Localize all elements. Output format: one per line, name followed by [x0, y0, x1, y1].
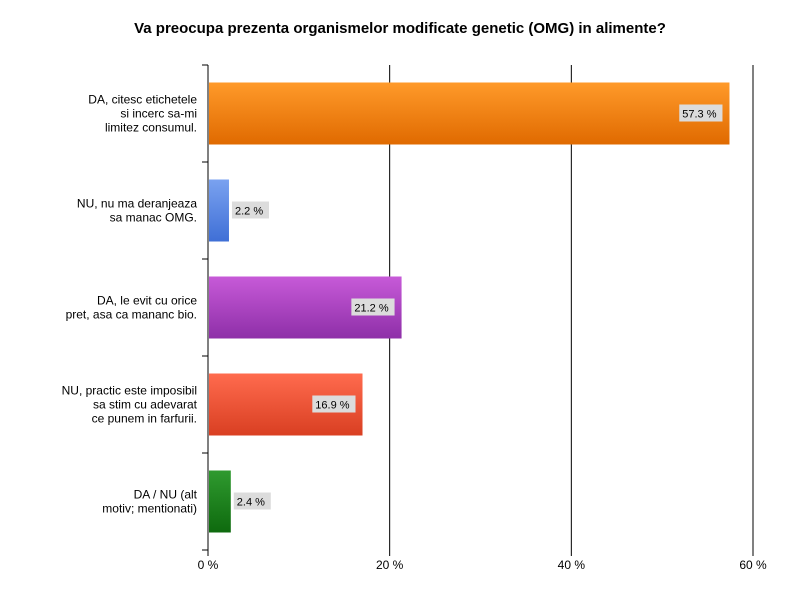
category-label: NU, practic este imposibil — [62, 384, 197, 398]
category-label: DA, le evit cu orice — [97, 294, 197, 308]
x-tick-label: 60 % — [739, 558, 767, 572]
bar — [209, 470, 231, 533]
chart-title: Va preocupa prezenta organismelor modifi… — [134, 20, 666, 37]
data-label-bg — [679, 104, 723, 122]
category-label: sa stim cu adevarat — [93, 398, 198, 412]
data-label: 16.9 % — [315, 400, 349, 412]
data-label-bg — [312, 395, 356, 413]
category-label: sa manac OMG. — [110, 211, 197, 225]
data-label: 2.4 % — [237, 497, 265, 509]
x-tick-label: 40 % — [558, 558, 586, 572]
data-label: 2.2 % — [235, 206, 263, 218]
bars: 57.3 % 2.2 % 21.2 % 16.9 % 2.4 % — [209, 82, 730, 533]
x-tick-label: 0 % — [198, 558, 219, 572]
category-label: DA / NU (alt — [134, 488, 198, 502]
category-label: ce punem in farfurii. — [92, 412, 197, 426]
data-label: 57.3 % — [682, 109, 716, 121]
x-axis-ticks: 0 % 20 % 40 % 60 % — [198, 550, 767, 572]
category-label: NU, nu ma deranjeaza — [77, 197, 197, 211]
data-label: 21.2 % — [354, 303, 388, 315]
bar — [209, 82, 730, 145]
category-label: motiv; mentionati) — [102, 502, 197, 516]
category-label: si incerc sa-mi — [120, 107, 197, 121]
category-label: DA, citesc etichetele — [88, 93, 197, 107]
category-label: pret, asa ca mananc bio. — [66, 308, 197, 322]
data-label-bg — [233, 492, 271, 510]
data-label-bg — [351, 298, 395, 316]
x-tick-label: 20 % — [376, 558, 404, 572]
data-label-bg — [231, 201, 269, 219]
category-label: limitez consumul. — [105, 121, 197, 135]
bar — [209, 179, 229, 242]
